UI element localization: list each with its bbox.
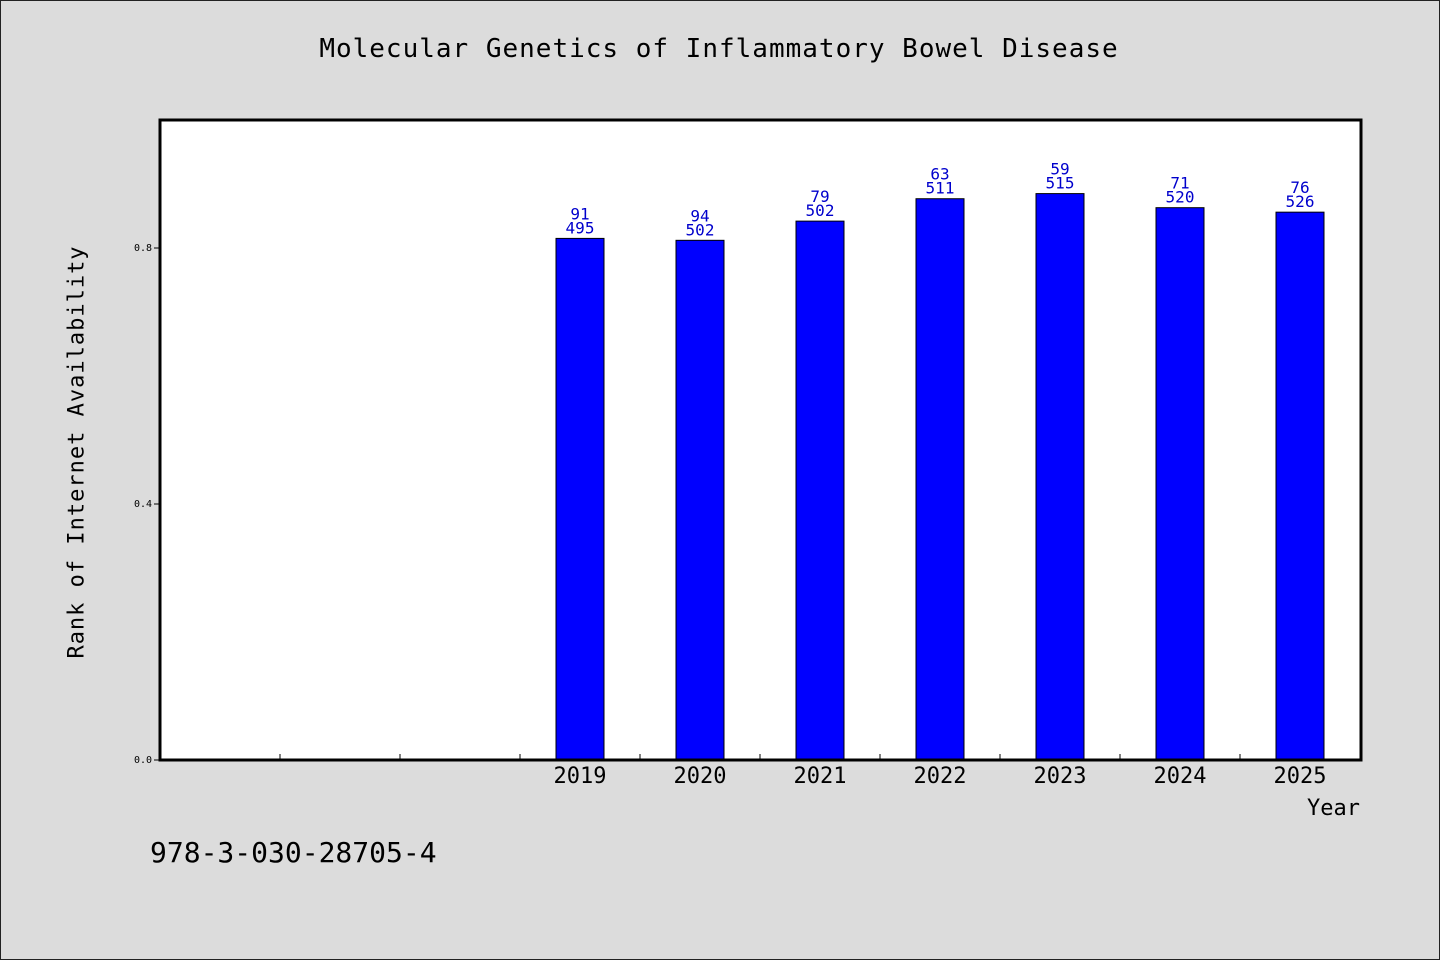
bar-label-top: 63 <box>930 165 949 184</box>
isbn-label: 978-3-030-28705-4 <box>150 836 437 869</box>
bar-label-bottom: 511 <box>926 179 955 198</box>
bar-label-bottom: 502 <box>686 220 715 239</box>
bars <box>555 193 1325 761</box>
bar <box>1275 211 1325 761</box>
x-tick-label: 2024 <box>1154 764 1207 789</box>
y-tick-label: 0.0 <box>134 755 152 766</box>
bar-label-top: 91 <box>570 204 589 223</box>
bar-label-bottom: 502 <box>806 201 835 220</box>
bar <box>795 220 845 761</box>
y-tick-label: 0.8 <box>134 243 152 254</box>
bar-label-top: 94 <box>690 206 709 225</box>
bar-label-bottom: 520 <box>1166 188 1195 207</box>
x-tick-label: 2021 <box>794 764 847 789</box>
bar-label-bottom: 515 <box>1046 174 1075 193</box>
bar <box>915 198 965 761</box>
bar <box>675 239 725 761</box>
x-tick-label: 2025 <box>1274 764 1327 789</box>
chart-title: Molecular Genetics of Inflammatory Bowel… <box>319 34 1119 64</box>
y-tick-label: 0.4 <box>134 499 152 510</box>
plot-border <box>158 118 1363 762</box>
x-tick-label: 2019 <box>554 764 607 789</box>
bar <box>1155 207 1205 761</box>
bar-label-top: 76 <box>1290 178 1309 197</box>
x-tick-label: 2023 <box>1034 764 1087 789</box>
y-axis-label: Rank of Internet Availability <box>64 245 90 659</box>
bar <box>1035 193 1085 761</box>
x-tick-labels: 2019 2020 2021 2022 2023 2024 2025 <box>554 764 1327 789</box>
x-tick-label: 2022 <box>914 764 967 789</box>
x-tick-label: 2020 <box>674 764 727 789</box>
y-tick-labels: 0.0 0.4 0.8 <box>134 243 152 766</box>
bar-label-top: 59 <box>1050 160 1069 179</box>
bar-label-bottom: 526 <box>1286 192 1315 211</box>
bar-label-top: 71 <box>1170 174 1189 193</box>
bar-label-top: 79 <box>810 187 829 206</box>
bar <box>555 237 605 761</box>
bar-label-bottom: 495 <box>566 218 595 237</box>
x-axis-label: Year <box>1307 796 1360 821</box>
